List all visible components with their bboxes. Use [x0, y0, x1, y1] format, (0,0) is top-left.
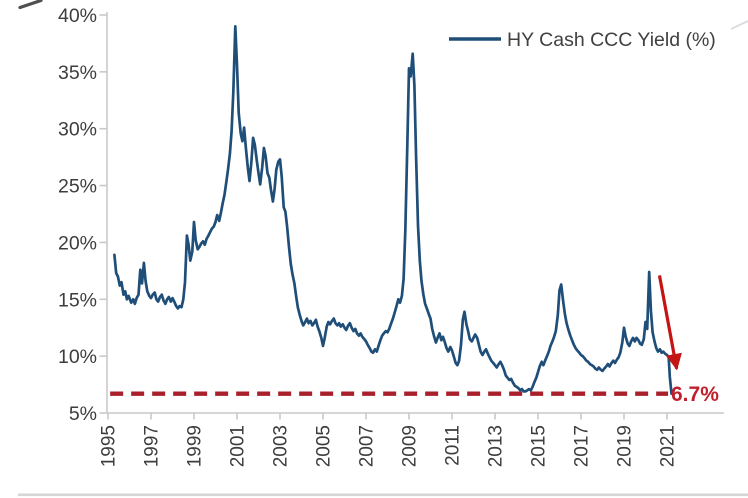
y-axis-label: 30%: [58, 119, 97, 141]
y-axis-label: 35%: [58, 62, 97, 84]
x-axis-label: 2017: [572, 425, 593, 467]
threshold-value-label: 6.7%: [671, 383, 719, 406]
y-axis-label: 15%: [58, 289, 97, 311]
y-axis-label: 40%: [58, 5, 97, 27]
x-axis-labels: 1995 1997 1999 2001 2003 2005 2007 2009 2011 2013…: [99, 413, 679, 467]
legend-label: HY Cash CCC Yield (%): [507, 29, 716, 51]
x-axis-label: 1995: [99, 425, 120, 467]
legend: HY Cash CCC Yield (%): [449, 29, 716, 51]
x-axis-label: 2021: [658, 425, 679, 467]
yield-series-polyline: [113, 25, 673, 396]
x-axis-label: 2013: [486, 425, 507, 467]
y-axis-label: 10%: [58, 346, 97, 368]
x-axis-label: 2019: [615, 425, 636, 467]
x-axis-label: 1997: [142, 425, 163, 467]
down-arrow: [657, 275, 682, 371]
crop-artifact-top-right: [730, 20, 748, 30]
crop-artifacts: [18, 0, 748, 497]
x-axis-label: 2011: [443, 425, 464, 466]
x-axis-label: 2005: [314, 425, 335, 467]
y-axis-label: 20%: [58, 232, 97, 254]
bottom-divider-bar: [18, 493, 748, 497]
x-axis-label: 2007: [357, 425, 378, 467]
series-line: [113, 25, 673, 396]
x-axis-label: 2003: [271, 425, 292, 467]
crop-artifact-top-left: [18, 0, 43, 10]
annotation-arrow: [657, 275, 682, 371]
y-axis-label: 25%: [58, 176, 97, 198]
x-axis-label: 2001: [228, 425, 249, 467]
x-axis-label: 2015: [529, 425, 550, 467]
x-axis-label: 1999: [185, 425, 206, 467]
axes: [106, 12, 724, 414]
y-axis-label: 5%: [69, 403, 97, 425]
y-axis-labels: 5% 10% 15% 20% 25% 30% 35% 40%: [58, 5, 107, 425]
x-axis-label: 2009: [400, 425, 421, 467]
